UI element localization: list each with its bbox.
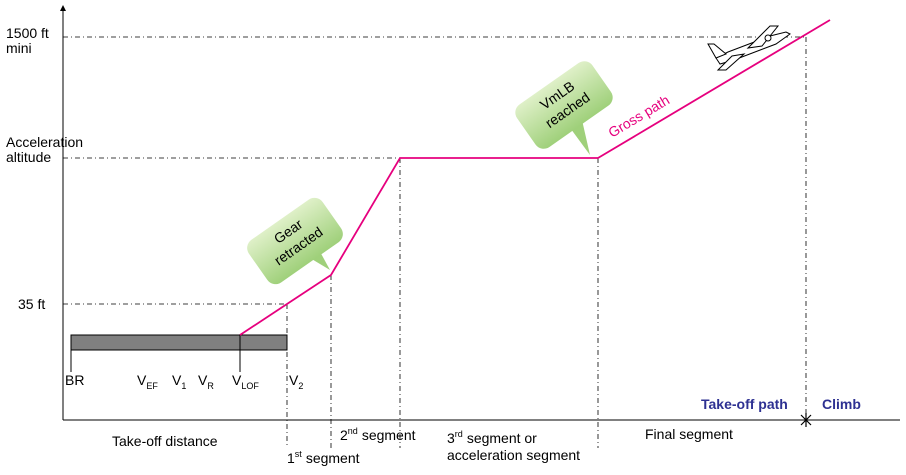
altitude-label: 1500 ft — [6, 25, 49, 41]
segment-label: acceleration segment — [447, 447, 580, 463]
gross-path — [239, 19, 831, 336]
speed-label: VLOF — [232, 372, 259, 391]
altitude-label: altitude — [6, 149, 51, 165]
segment-label: 2nd segment — [340, 426, 416, 443]
reference-lines — [63, 36, 807, 448]
speed-label: V1 — [172, 372, 186, 391]
speed-label: VR — [198, 372, 214, 391]
speed-label: VEF — [137, 372, 158, 391]
segment-label: 3rd segment or — [447, 429, 537, 446]
phase-marker — [800, 413, 812, 427]
segment-label: 1st segment — [287, 449, 360, 466]
segment-label: Final segment — [645, 426, 733, 442]
segment-label: Take-off distance — [112, 433, 218, 449]
altitude-label: 35 ft — [18, 296, 45, 312]
altitude-label: mini — [6, 40, 32, 56]
speed-label: V2 — [289, 372, 303, 391]
br-label: BR — [65, 372, 84, 388]
altitude-label: Acceleration — [6, 134, 83, 150]
gear-callout: Gear retracted — [247, 197, 343, 285]
phase-label: Climb — [822, 396, 861, 412]
phase-label: Take-off path — [701, 396, 788, 412]
airplane-icon — [707, 25, 791, 71]
runway — [70, 334, 288, 351]
vmlb-callout: VmLB reached — [515, 61, 613, 155]
